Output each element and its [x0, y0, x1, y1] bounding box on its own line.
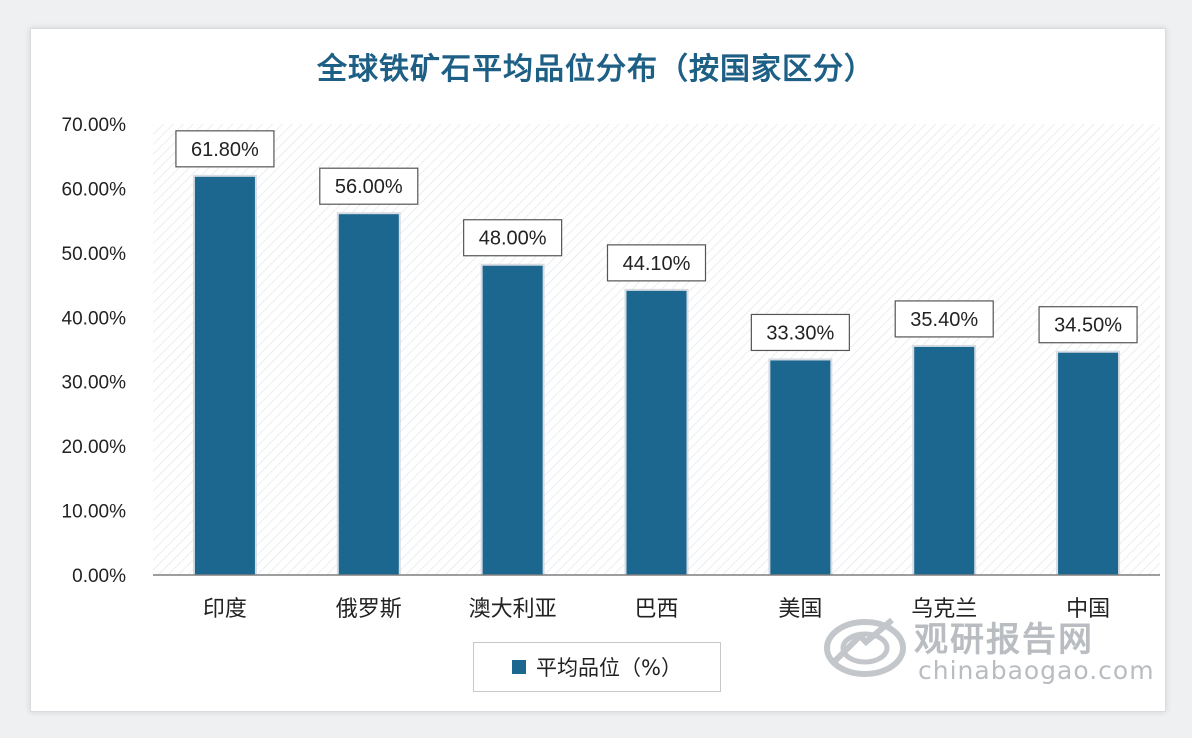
x-category-label: 俄罗斯	[336, 597, 402, 622]
bar	[194, 176, 255, 575]
bar	[626, 290, 687, 575]
data-label: 61.80%	[191, 139, 259, 161]
legend-label: 平均品位（%）	[536, 656, 682, 680]
data-label-box	[606, 244, 707, 282]
bar	[914, 346, 975, 575]
data-label-box	[750, 313, 850, 352]
x-category-label: 乌克兰	[911, 597, 977, 622]
watermark-brand: 观研报告网	[914, 620, 1094, 660]
watermark-logo-icon	[824, 617, 906, 677]
y-tick-label: 10.00%	[62, 502, 127, 523]
data-label: 44.10%	[623, 253, 691, 275]
data-label: 35.40%	[910, 309, 978, 331]
watermark: 观研报告网 chinabaogao.com	[822, 606, 1154, 690]
x-category-label: 美国	[778, 597, 822, 622]
x-category-label: 澳大利亚	[469, 597, 557, 622]
x-category-label: 印度	[203, 597, 247, 622]
data-label-box	[894, 300, 994, 338]
y-tick-label: 60.00%	[62, 179, 127, 200]
chart-title: 全球铁矿石平均品位分布（按国家区分）	[317, 52, 875, 87]
data-label: 48.00%	[479, 228, 547, 250]
x-category-label: 中国	[1066, 597, 1110, 622]
x-category-label: 巴西	[634, 597, 678, 622]
y-tick-label: 50.00%	[62, 244, 127, 265]
data-label: 56.00%	[335, 176, 403, 198]
y-tick-label: 40.00%	[62, 308, 127, 329]
data-label-box	[175, 130, 275, 168]
data-label-box	[319, 167, 419, 205]
data-label: 33.30%	[766, 322, 834, 344]
y-tick-label: 70.00%	[62, 115, 127, 136]
data-label-box	[463, 219, 563, 257]
bar	[770, 360, 831, 575]
data-label-box	[1038, 306, 1138, 344]
bar	[1058, 352, 1119, 575]
y-tick-label: 30.00%	[62, 373, 127, 394]
y-tick-label: 20.00%	[62, 437, 127, 458]
bar	[338, 214, 399, 575]
watermark-url: chinabaogao.com	[918, 656, 1155, 685]
data-label: 34.50%	[1054, 315, 1122, 337]
y-tick-label: 0.00%	[72, 566, 126, 587]
bar	[482, 265, 543, 575]
legend-swatch	[512, 660, 527, 674]
chart-legend: 平均品位（%）	[473, 642, 721, 692]
